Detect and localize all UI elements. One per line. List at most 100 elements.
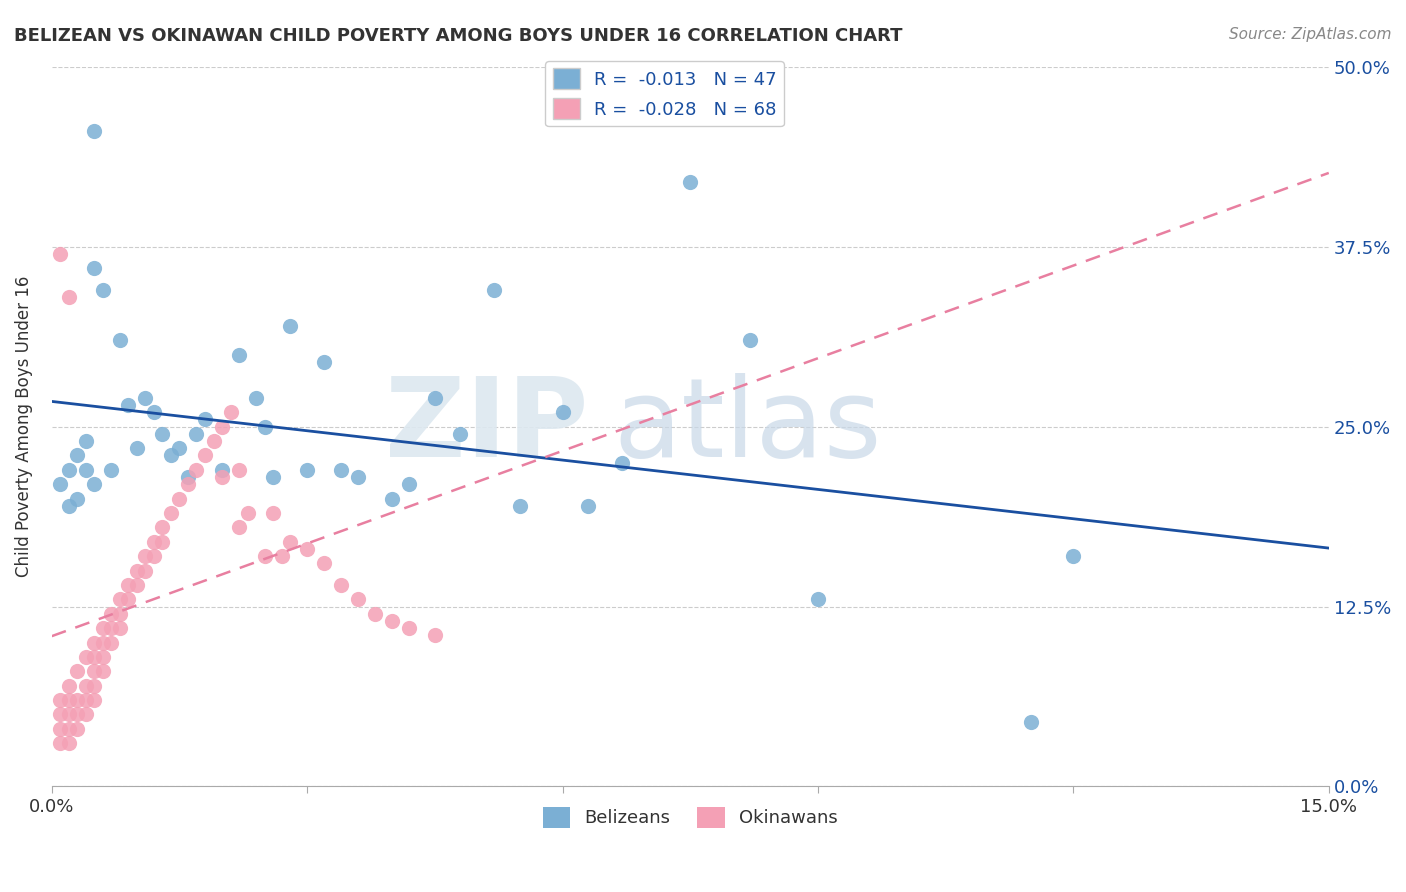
Point	[314, 557, 336, 571]
Point	[177, 470, 200, 484]
Point	[484, 283, 506, 297]
Point	[347, 470, 370, 484]
Point	[49, 693, 72, 707]
Point	[398, 621, 420, 635]
Point	[295, 463, 318, 477]
Point	[58, 736, 80, 750]
Point	[509, 499, 531, 513]
Point	[58, 722, 80, 736]
Point	[100, 463, 122, 477]
Point	[91, 649, 114, 664]
Point	[211, 470, 233, 484]
Point	[134, 391, 156, 405]
Point	[58, 679, 80, 693]
Point	[219, 405, 242, 419]
Text: Source: ZipAtlas.com: Source: ZipAtlas.com	[1229, 27, 1392, 42]
Point	[117, 398, 139, 412]
Point	[152, 534, 174, 549]
Point	[398, 477, 420, 491]
Point	[125, 578, 148, 592]
Point	[142, 405, 165, 419]
Point	[75, 679, 97, 693]
Point	[66, 722, 89, 736]
Point	[738, 333, 761, 347]
Point	[83, 124, 105, 138]
Point	[278, 318, 301, 333]
Point	[58, 290, 80, 304]
Point	[160, 506, 183, 520]
Point	[236, 506, 259, 520]
Point	[262, 506, 284, 520]
Point	[202, 434, 225, 448]
Point	[186, 463, 208, 477]
Legend: Belizeans, Okinawans: Belizeans, Okinawans	[536, 800, 845, 835]
Text: atlas: atlas	[613, 373, 882, 480]
Point	[75, 649, 97, 664]
Point	[807, 592, 830, 607]
Point	[134, 549, 156, 563]
Point	[211, 419, 233, 434]
Point	[228, 347, 250, 361]
Point	[66, 693, 89, 707]
Point	[169, 491, 191, 506]
Point	[58, 707, 80, 722]
Point	[49, 736, 72, 750]
Point	[108, 592, 131, 607]
Point	[228, 463, 250, 477]
Point	[75, 707, 97, 722]
Point	[245, 391, 267, 405]
Point	[1062, 549, 1084, 563]
Text: BELIZEAN VS OKINAWAN CHILD POVERTY AMONG BOYS UNDER 16 CORRELATION CHART: BELIZEAN VS OKINAWAN CHILD POVERTY AMONG…	[14, 27, 903, 45]
Point	[381, 491, 404, 506]
Text: ZIP: ZIP	[385, 373, 588, 480]
Point	[125, 441, 148, 455]
Point	[91, 621, 114, 635]
Point	[49, 477, 72, 491]
Point	[58, 463, 80, 477]
Point	[330, 578, 353, 592]
Point	[152, 520, 174, 534]
Y-axis label: Child Poverty Among Boys Under 16: Child Poverty Among Boys Under 16	[15, 276, 32, 577]
Point	[381, 614, 404, 628]
Point	[262, 470, 284, 484]
Point	[117, 592, 139, 607]
Point	[610, 456, 633, 470]
Point	[142, 549, 165, 563]
Point	[49, 722, 72, 736]
Point	[83, 693, 105, 707]
Point	[364, 607, 387, 621]
Point	[75, 434, 97, 448]
Point	[1019, 714, 1042, 729]
Point	[83, 477, 105, 491]
Point	[91, 665, 114, 679]
Point	[83, 665, 105, 679]
Point	[83, 649, 105, 664]
Point	[66, 491, 89, 506]
Point	[253, 549, 276, 563]
Point	[100, 635, 122, 649]
Point	[66, 448, 89, 462]
Point	[100, 607, 122, 621]
Point	[576, 499, 599, 513]
Point	[330, 463, 353, 477]
Point	[194, 448, 217, 462]
Point	[108, 333, 131, 347]
Point	[75, 693, 97, 707]
Point	[142, 534, 165, 549]
Point	[108, 607, 131, 621]
Point	[278, 534, 301, 549]
Point	[211, 463, 233, 477]
Point	[108, 621, 131, 635]
Point	[423, 628, 446, 642]
Point	[83, 261, 105, 276]
Point	[49, 707, 72, 722]
Point	[66, 707, 89, 722]
Point	[152, 426, 174, 441]
Point	[551, 405, 574, 419]
Point	[49, 246, 72, 260]
Point	[449, 426, 471, 441]
Point	[194, 412, 217, 426]
Point	[347, 592, 370, 607]
Point	[134, 564, 156, 578]
Point	[83, 679, 105, 693]
